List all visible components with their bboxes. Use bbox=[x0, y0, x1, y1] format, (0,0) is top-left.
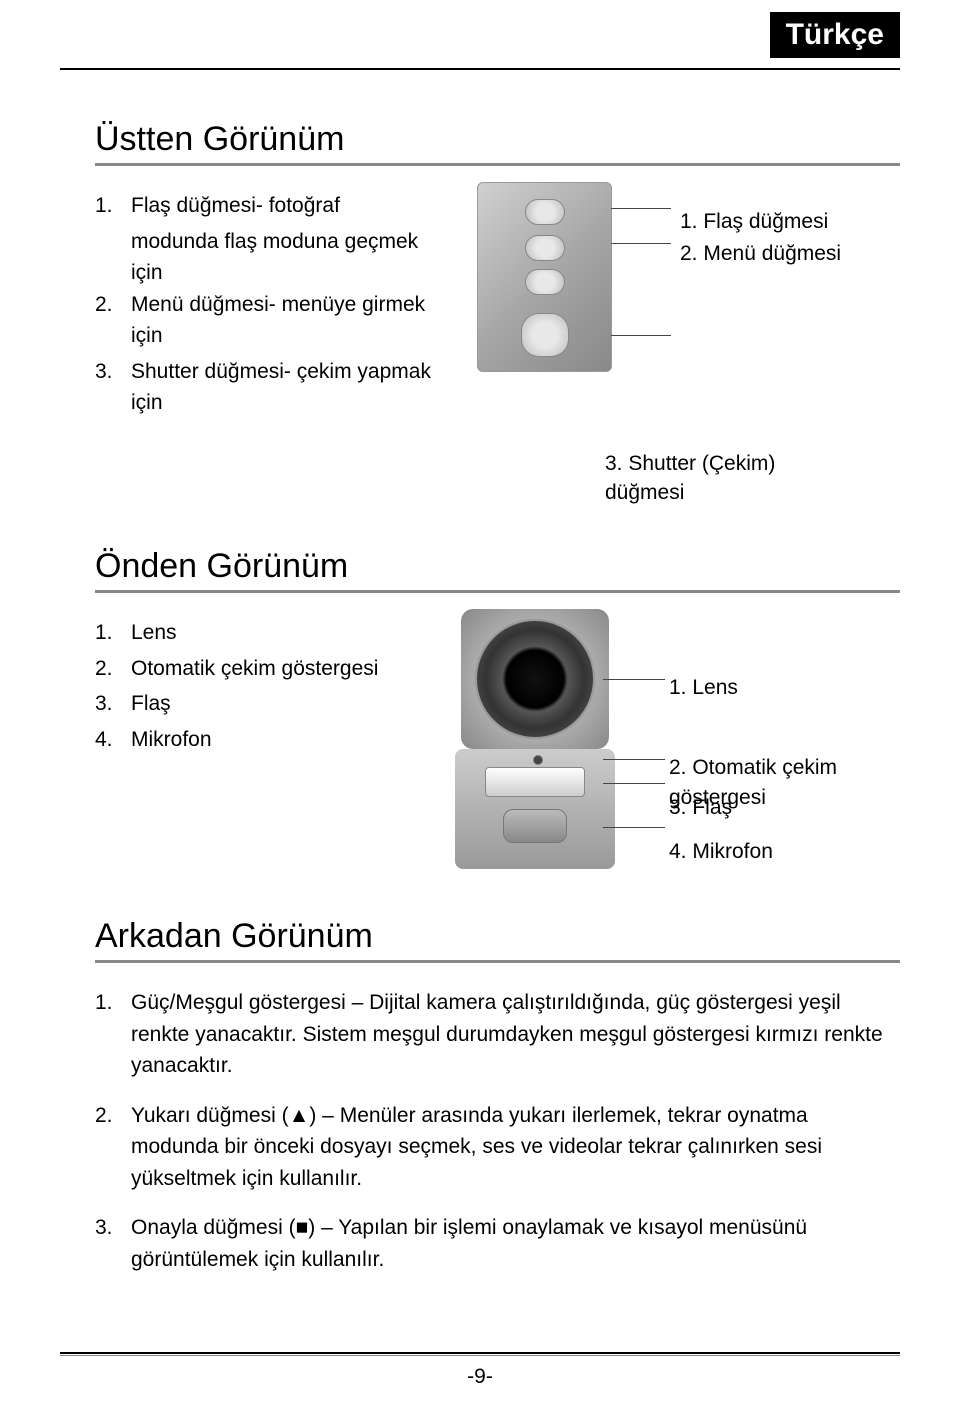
list-text: Flaş düğmesi- fotoğraf bbox=[131, 190, 435, 222]
list-num: 1. bbox=[95, 190, 131, 222]
menu-button-icon bbox=[525, 235, 565, 261]
callout-line bbox=[603, 679, 665, 680]
callout-line bbox=[603, 759, 665, 760]
list-text: Lens bbox=[131, 617, 435, 649]
list-item: 4. Mikrofon bbox=[95, 724, 435, 756]
callout-line bbox=[603, 827, 665, 828]
callout-line bbox=[611, 243, 671, 244]
list-num: 1. bbox=[95, 617, 131, 649]
list-item: 3. Flaş bbox=[95, 688, 435, 720]
list-item: 1. Lens bbox=[95, 617, 435, 649]
list-item: 1. Güç/Meşgul göstergesi – Dijital kamer… bbox=[95, 987, 900, 1082]
language-badge: Türkçe bbox=[770, 12, 900, 58]
flash-button-icon bbox=[525, 199, 565, 225]
list-text: Güç/Meşgul göstergesi – Dijital kamera ç… bbox=[131, 987, 900, 1082]
list-text: Shutter düğmesi- çekim yapmak için bbox=[131, 356, 435, 419]
top-view-callouts: 1. Flaş düğmesi 2. Menü düğmesi bbox=[680, 206, 841, 269]
shutter-small-icon bbox=[525, 269, 565, 295]
shutter-button-icon bbox=[521, 313, 569, 357]
list-item: 1. Flaş düğmesi- fotoğraf bbox=[95, 190, 435, 222]
header-bar: Türkçe bbox=[60, 0, 900, 70]
microphone-icon bbox=[503, 809, 567, 843]
list-num: 3. bbox=[95, 1212, 131, 1275]
front-view-row: 1. Lens 2. Otomatik çekim göstergesi 3. … bbox=[95, 617, 900, 877]
section-title-front-view: Önden Görünüm bbox=[95, 547, 900, 593]
list-num: 2. bbox=[95, 653, 131, 685]
list-num: 1. bbox=[95, 987, 131, 1082]
callout-line bbox=[611, 208, 671, 209]
front-callout-3: 3. Flaş bbox=[669, 793, 732, 822]
section-title-rear-view: Arkadan Görünüm bbox=[95, 917, 900, 963]
front-view-list: 1. Lens 2. Otomatik çekim göstergesi 3. … bbox=[95, 617, 435, 755]
list-num: 4. bbox=[95, 724, 131, 756]
list-num: 2. bbox=[95, 289, 131, 352]
list-num: 3. bbox=[95, 688, 131, 720]
top-view-image bbox=[477, 182, 612, 372]
list-text: Mikrofon bbox=[131, 724, 435, 756]
lens-ring-icon bbox=[475, 619, 595, 739]
top-view-list: 1. Flaş düğmesi- fotoğraf modunda flaş m… bbox=[95, 190, 435, 419]
list-item: 2. Menü düğmesi- menüye girmek için bbox=[95, 289, 435, 352]
footer-divider bbox=[60, 1352, 900, 1356]
top-view-row: 1. Flaş düğmesi- fotoğraf modunda flaş m… bbox=[95, 190, 900, 419]
list-cont: modunda flaş moduna geçmek için bbox=[131, 226, 435, 289]
front-callout-4: 4. Mikrofon bbox=[669, 837, 773, 866]
list-num: 2. bbox=[95, 1100, 131, 1195]
front-view-image bbox=[455, 609, 615, 869]
shutter-callout: 3. Shutter (Çekim) düğmesi bbox=[605, 449, 805, 508]
list-text: Otomatik çekim göstergesi bbox=[131, 653, 435, 685]
list-item: 2. Otomatik çekim göstergesi bbox=[95, 653, 435, 685]
callout-text: 1. Flaş düğmesi bbox=[680, 206, 841, 238]
front-callout-1: 1. Lens bbox=[669, 673, 738, 702]
list-item: 3. Shutter düğmesi- çekim yapmak için bbox=[95, 356, 435, 419]
list-text: Menü düğmesi- menüye girmek için bbox=[131, 289, 435, 352]
page-number: -9- bbox=[0, 1365, 960, 1389]
callout-text: 2. Menü düğmesi bbox=[680, 238, 841, 270]
list-text: Flaş bbox=[131, 688, 435, 720]
rear-view-list: 1. Güç/Meşgul göstergesi – Dijital kamer… bbox=[95, 987, 900, 1275]
flash-bar-icon bbox=[485, 767, 585, 797]
section-title-top-view: Üstten Görünüm bbox=[95, 120, 900, 166]
list-item: 3. Onayla düğmesi (■) – Yapılan bir işle… bbox=[95, 1212, 900, 1275]
list-item: 2. Yukarı düğmesi (▲) – Menüler arasında… bbox=[95, 1100, 900, 1195]
list-text: Yukarı düğmesi (▲) – Menüler arasında yu… bbox=[131, 1100, 900, 1195]
list-num: 3. bbox=[95, 356, 131, 419]
callout-line bbox=[603, 783, 665, 784]
callout-line bbox=[611, 335, 671, 336]
list-text: Onayla düğmesi (■) – Yapılan bir işlemi … bbox=[131, 1212, 900, 1275]
